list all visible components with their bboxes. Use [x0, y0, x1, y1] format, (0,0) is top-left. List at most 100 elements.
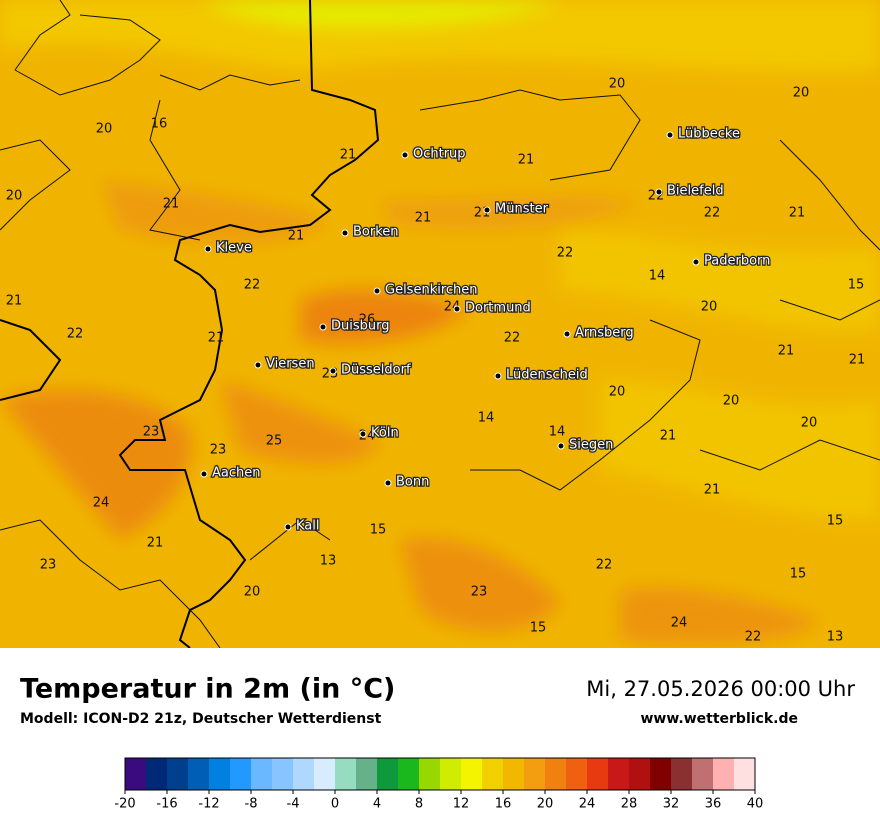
temperature-label: 13 — [320, 554, 337, 569]
city-dot — [494, 372, 502, 380]
tick-label: 36 — [705, 797, 722, 812]
temperature-label: 15 — [370, 523, 387, 538]
temperature-label: 15 — [790, 567, 807, 582]
temperature-label: 21 — [147, 536, 164, 551]
temperature-label: 21 — [208, 331, 225, 346]
temperature-label: 21 — [660, 429, 677, 444]
temperature-label: 22 — [244, 278, 261, 293]
temperature-label: 24 — [671, 616, 688, 631]
city-dot — [359, 430, 367, 438]
city-label: Siegen — [569, 438, 613, 453]
temperature-labels: 20 20 16 20 21 21 20 21 22 21 21 22 21 21 22 14 22 15 21 24… — [6, 77, 866, 645]
tick-label: -4 — [287, 797, 300, 812]
temperature-label: 21 — [849, 353, 866, 368]
legend-swatch — [482, 758, 504, 790]
city-dot — [666, 131, 674, 139]
city-dot — [563, 330, 571, 338]
temperature-label: 21 — [415, 211, 432, 226]
city-label: Viersen — [266, 357, 315, 372]
legend-swatch — [314, 758, 336, 790]
colorbar: -20 -16 -12 -8 -4 0 4 8 12 16 20 24 28 32 36 40 — [114, 757, 764, 812]
state-border — [0, 0, 380, 649]
temperature-label: 14 — [649, 269, 666, 284]
temperature-label: 20 — [96, 122, 113, 137]
city-label: Arnsberg — [575, 326, 634, 341]
temperature-label: 20 — [609, 385, 626, 400]
city-label: Düsseldorf — [341, 363, 411, 378]
tick-label: -12 — [198, 797, 219, 812]
temperature-label: 22 — [704, 206, 721, 221]
legend-swatch — [146, 758, 168, 790]
tick-label: 16 — [495, 797, 512, 812]
legend-swatch — [734, 758, 756, 790]
legend-swatch — [377, 758, 399, 790]
borders — [0, 0, 880, 649]
tick-label: -8 — [245, 797, 258, 812]
legend-swatch — [587, 758, 609, 790]
temperature-label: 22 — [596, 558, 613, 573]
temperature-label: 20 — [244, 585, 261, 600]
temperature-label: 24 — [93, 496, 110, 511]
city-dot — [373, 287, 381, 295]
legend-swatch — [167, 758, 189, 790]
legend-swatch — [566, 758, 588, 790]
legend-swatch — [230, 758, 252, 790]
temperature-label: 20 — [793, 86, 810, 101]
legend-swatch — [650, 758, 672, 790]
temperature-label: 20 — [723, 394, 740, 409]
city-dot — [329, 367, 337, 375]
city-label: Bonn — [396, 475, 429, 490]
city-label: Dortmund — [465, 301, 531, 316]
temperature-label: 23 — [143, 425, 160, 440]
legend-swatch — [629, 758, 651, 790]
city-dot — [557, 442, 565, 450]
temperature-label: 22 — [745, 630, 762, 645]
city-dot — [200, 470, 208, 478]
tick-label: 0 — [331, 797, 339, 812]
temperature-label: 15 — [848, 278, 865, 293]
city-dot — [483, 206, 491, 214]
legend-swatch — [398, 758, 420, 790]
city-dot — [384, 479, 392, 487]
temperature-label: 23 — [322, 367, 339, 382]
temperature-label: 23 — [210, 443, 227, 458]
city-dot — [401, 151, 409, 159]
temperature-label: 25 — [266, 434, 283, 449]
title: Temperatur in 2m (in °C) — [20, 674, 395, 705]
map: 20 20 16 20 21 21 20 21 22 21 21 22 21 21 22 14 22 15 21 24… — [0, 0, 880, 649]
legend-swatch — [419, 758, 441, 790]
tick-label: 24 — [579, 797, 596, 812]
legend-swatch — [209, 758, 231, 790]
temperature-label: 14 — [549, 425, 566, 440]
temperature-label: 21 — [789, 206, 806, 221]
datetime: Mi, 27.05.2026 00:00 Uhr — [586, 677, 855, 701]
temperature-label: 15 — [827, 514, 844, 529]
temperature-label: 21 — [6, 294, 23, 309]
tick-label: 40 — [747, 797, 764, 812]
tick-label: 28 — [621, 797, 638, 812]
city-dot — [284, 523, 292, 531]
city-label: Kleve — [216, 241, 252, 256]
temperature-label: 22 — [67, 327, 84, 342]
city-dot — [655, 188, 663, 196]
legend-swatch — [293, 758, 315, 790]
city-dot — [453, 305, 461, 313]
city-dot — [319, 323, 327, 331]
city-label: Lüdenscheid — [506, 368, 588, 383]
tick-label: 32 — [663, 797, 680, 812]
city-label: Köln — [371, 426, 399, 441]
footer — [0, 648, 880, 830]
city-label: Lübbecke — [678, 127, 740, 142]
legend-swatch — [545, 758, 567, 790]
legend-swatch — [251, 758, 273, 790]
temperature-label: 21 — [163, 197, 180, 212]
legend-swatch — [440, 758, 462, 790]
legend-swatch — [356, 758, 378, 790]
legend-swatch — [608, 758, 630, 790]
model: Modell: ICON-D2 21z, Deutscher Wetterdie… — [20, 711, 382, 727]
temperature-label: 15 — [530, 621, 547, 636]
legend-swatch — [524, 758, 546, 790]
legend-swatch — [335, 758, 357, 790]
website: www.wetterblick.de — [641, 711, 799, 727]
cities: Lübbecke Ochtrup Bielefeld Münster Borken Kle… — [200, 125, 772, 535]
